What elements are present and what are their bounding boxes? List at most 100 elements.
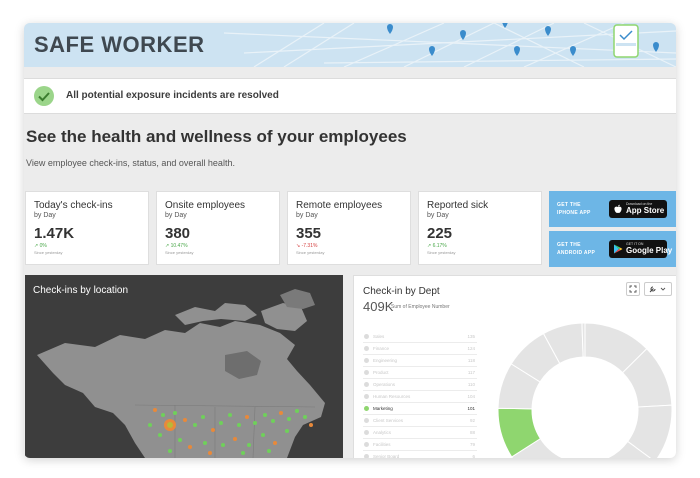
legend-dot bbox=[364, 382, 369, 387]
legend-row[interactable]: Facilities 79 bbox=[363, 439, 477, 451]
wrench-icon bbox=[649, 286, 656, 293]
phone-icon bbox=[613, 24, 639, 58]
legend-label: Finance bbox=[373, 346, 390, 351]
tools-dropdown-button[interactable] bbox=[644, 282, 672, 296]
dept-panel-title: Check-in by Dept bbox=[363, 286, 440, 297]
legend-dot bbox=[364, 442, 369, 447]
metric-title: Remote employees bbox=[296, 200, 383, 211]
legend-dot bbox=[364, 370, 369, 375]
android-app-button[interactable]: GET THE ANDROID APP GET IT ON Google Pla… bbox=[549, 231, 676, 267]
legend-dot bbox=[364, 346, 369, 351]
banner-message: All potential exposure incidents are res… bbox=[66, 90, 279, 101]
legend-dot bbox=[364, 418, 369, 423]
legend-value: 104 bbox=[467, 394, 475, 399]
legend-label: Client Services bbox=[373, 418, 404, 423]
badge-big-text: Google Play bbox=[626, 246, 673, 255]
legend-value: 6 bbox=[472, 454, 475, 458]
checkins-map-panel[interactable]: Check-ins by location bbox=[25, 275, 343, 458]
legend-row[interactable]: Sales 135 bbox=[363, 331, 477, 343]
legend-row[interactable]: Operations 110 bbox=[363, 379, 477, 391]
legend-dot bbox=[364, 406, 369, 411]
legend-value: 110 bbox=[467, 382, 475, 387]
legend-label: Human Resources bbox=[373, 394, 411, 399]
dept-total-label: Sum of Employee Number bbox=[391, 304, 450, 310]
legend-dot bbox=[364, 394, 369, 399]
legend-value: 124 bbox=[467, 346, 475, 351]
chevron-down-icon bbox=[660, 287, 666, 291]
legend-label: Senior Board bbox=[373, 454, 400, 458]
app-store-badge[interactable]: Download on the App Store bbox=[609, 200, 667, 218]
legend-label: Sales bbox=[373, 334, 385, 339]
metric-period: by Day bbox=[296, 212, 318, 219]
metric-value: 380 bbox=[165, 225, 191, 242]
legend-row[interactable]: Finance 124 bbox=[363, 343, 477, 355]
legend-value: 92 bbox=[469, 418, 475, 423]
metric-delta: ↘ -7.31% bbox=[296, 243, 318, 249]
checkin-markers bbox=[148, 408, 313, 455]
legend-row[interactable]: Engineering 118 bbox=[363, 355, 477, 367]
legend-dot bbox=[364, 358, 369, 363]
legend-dot bbox=[364, 334, 369, 339]
metric-note: Since yesterday bbox=[34, 250, 63, 255]
donut-hole bbox=[532, 357, 638, 458]
metric-period: by Day bbox=[165, 212, 187, 219]
metric-period: by Day bbox=[427, 212, 449, 219]
header-banner: SAFE WORKER bbox=[24, 23, 676, 67]
header-map-illustration bbox=[223, 23, 676, 67]
dept-donut-chart[interactable] bbox=[497, 322, 673, 458]
legend-value: 117 bbox=[467, 370, 475, 375]
metric-title: Reported sick bbox=[427, 200, 489, 211]
metric-note: Since yesterday bbox=[296, 250, 325, 255]
metric-card-checkins[interactable]: Today's check-ins by Day 1.47K ↗ 0% Sinc… bbox=[25, 191, 149, 265]
badge-small-text: Download on the bbox=[626, 202, 653, 206]
app-title: SAFE WORKER bbox=[34, 32, 205, 57]
metric-title: Onsite employees bbox=[165, 200, 246, 211]
store-label-line1: GET THE bbox=[557, 242, 581, 248]
metric-value: 225 bbox=[427, 225, 453, 242]
legend-label: Facilities bbox=[373, 442, 391, 447]
badge-small-text: GET IT ON bbox=[626, 242, 644, 246]
badge-big-text: App Store bbox=[626, 206, 665, 215]
legend-label: Product bbox=[373, 370, 389, 375]
status-banner: All potential exposure incidents are res… bbox=[24, 78, 676, 114]
legend-row[interactable]: Analytics 88 bbox=[363, 427, 477, 439]
page-subline: View employee check-ins, status, and ove… bbox=[26, 158, 235, 168]
legend-row[interactable]: Client Services 92 bbox=[363, 415, 477, 427]
legend-value: 79 bbox=[469, 442, 475, 447]
legend-row[interactable]: Senior Board 6 bbox=[363, 451, 477, 458]
map-pin-icon bbox=[387, 23, 659, 56]
legend-value: 118 bbox=[467, 358, 475, 363]
metric-delta: ↗ 6.17% bbox=[427, 243, 447, 249]
metric-card-remote[interactable]: Remote employees by Day 355 ↘ -7.31% Sin… bbox=[287, 191, 411, 265]
checkmark-icon bbox=[34, 86, 54, 106]
north-america-map[interactable] bbox=[25, 275, 343, 458]
legend-value: 135 bbox=[467, 334, 475, 339]
legend-label: Engineering bbox=[373, 358, 398, 363]
store-label-line1: GET THE bbox=[557, 202, 581, 208]
metric-value: 1.47K bbox=[34, 225, 75, 242]
iphone-app-button[interactable]: GET THE IPHONE APP Download on the App S… bbox=[549, 191, 676, 227]
legend-row[interactable]: Human Resources 104 bbox=[363, 391, 477, 403]
legend-row[interactable]: Product 117 bbox=[363, 367, 477, 379]
legend-label: Marketing bbox=[373, 406, 393, 411]
legend-row[interactable]: Marketing 101 bbox=[363, 403, 477, 415]
google-play-icon bbox=[614, 244, 623, 254]
donut-slices bbox=[497, 322, 673, 458]
legend-value: 101 bbox=[467, 406, 475, 411]
map-panel-title: Check-ins by location bbox=[33, 285, 129, 296]
checkin-by-dept-panel: Check-in by Dept 409K Sum of Employee Nu… bbox=[353, 275, 676, 458]
google-play-badge[interactable]: GET IT ON Google Play bbox=[609, 240, 672, 258]
metric-card-onsite[interactable]: Onsite employees by Day 380 ↗ 10.47% Sin… bbox=[156, 191, 280, 265]
page-headline: See the health and wellness of your empl… bbox=[26, 127, 407, 146]
legend-dot bbox=[364, 454, 369, 458]
legend-dot bbox=[364, 430, 369, 435]
metric-title: Today's check-ins bbox=[34, 200, 113, 211]
store-label-line2: IPHONE APP bbox=[557, 210, 591, 216]
metric-card-sick[interactable]: Reported sick by Day 225 ↗ 6.17% Since y… bbox=[418, 191, 542, 265]
legend-value: 88 bbox=[469, 430, 475, 435]
metric-period: by Day bbox=[34, 212, 56, 219]
landmass bbox=[37, 303, 325, 458]
legend-label: Analytics bbox=[373, 430, 392, 435]
expand-icon[interactable] bbox=[626, 282, 640, 296]
metric-value: 355 bbox=[296, 225, 322, 242]
